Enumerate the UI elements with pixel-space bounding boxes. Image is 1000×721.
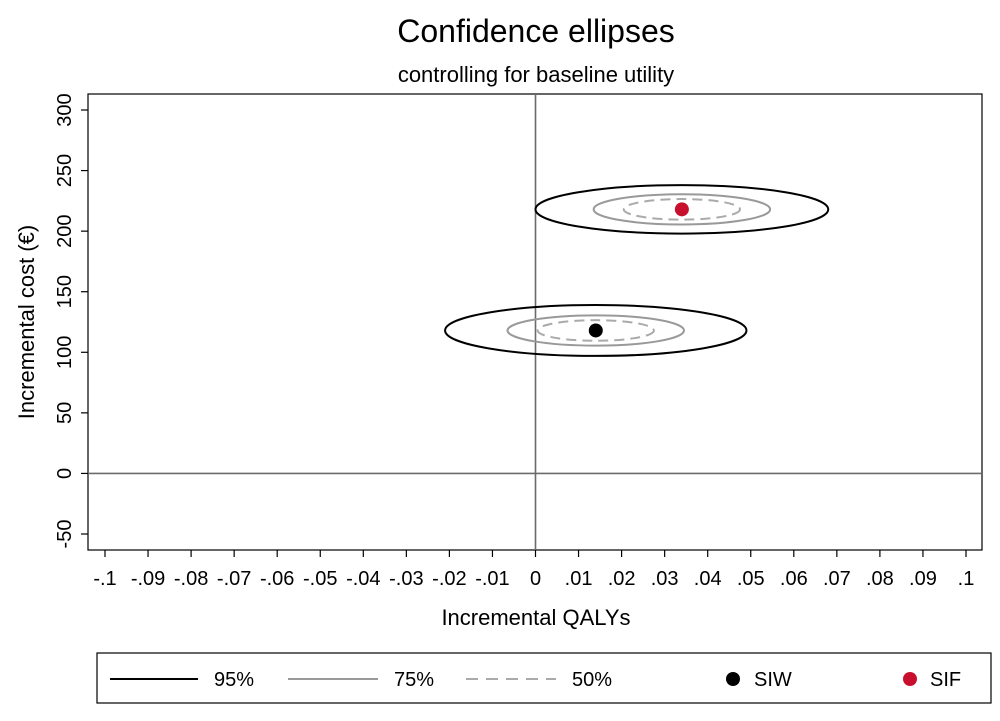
legend-label: 75% — [394, 669, 434, 691]
ellipse-sif-50 — [622, 198, 741, 221]
x-tick-label: .05 — [737, 568, 765, 590]
legend-marker-siw — [726, 672, 740, 686]
x-tick-label: .06 — [780, 568, 808, 590]
x-axis: -.1 -.09 -.08 -.07 -.06 -.05 -.04 -.03 -.02 -.01 0… — [93, 550, 974, 590]
x-tick-label: -.1 — [93, 568, 116, 590]
point-estimates — [588, 202, 689, 338]
x-tick-label: -.06 — [260, 568, 294, 590]
chart-subtitle: controlling for baseline utility — [398, 62, 674, 87]
y-tick-label: 100 — [54, 336, 76, 369]
ellipse-siw-75 — [506, 314, 686, 347]
point-sif — [674, 202, 689, 217]
x-tick-label: .09 — [909, 568, 937, 590]
ellipse-siw-95 — [444, 304, 748, 357]
y-tick-label: 200 — [54, 214, 76, 247]
legend-label: 50% — [572, 669, 612, 691]
x-tick-label: -.01 — [475, 568, 509, 590]
x-tick-label: -.03 — [389, 568, 423, 590]
x-tick-label: .08 — [866, 568, 894, 590]
x-tick-label: .04 — [694, 568, 722, 590]
x-tick-label: .01 — [565, 568, 593, 590]
x-tick-label: -.07 — [217, 568, 251, 590]
y-tick-label: 50 — [54, 402, 76, 424]
x-axis-label: Incremental QALYs — [441, 605, 630, 630]
y-tick-label: 250 — [54, 154, 76, 187]
legend-label: SIF — [930, 669, 961, 691]
confidence-ellipses — [444, 184, 830, 357]
x-tick-label: -.04 — [346, 568, 380, 590]
chart-title: Confidence ellipses — [397, 13, 675, 49]
y-tick-label: 300 — [54, 93, 76, 126]
y-axis-label: Incremental cost (€) — [14, 225, 39, 419]
x-tick-label: 0 — [530, 568, 541, 590]
ellipse-siw-50 — [536, 319, 655, 342]
ellipse-sif-95 — [534, 184, 830, 235]
y-tick-label: 0 — [54, 468, 76, 479]
x-tick-label: .03 — [651, 568, 679, 590]
point-siw — [588, 323, 603, 338]
x-tick-label: .02 — [608, 568, 636, 590]
legend: 95% 75% 50% SIW SIF — [110, 669, 961, 691]
x-tick-label: -.09 — [131, 568, 165, 590]
y-axis: -50 0 50 100 150 200 250 300 — [54, 93, 88, 548]
reference-lines — [88, 94, 982, 550]
ellipse-sif-75 — [592, 193, 772, 226]
legend-label: 95% — [214, 669, 254, 691]
x-tick-label: -.02 — [432, 568, 466, 590]
x-tick-label: .07 — [823, 568, 851, 590]
y-tick-label: 150 — [54, 275, 76, 308]
x-tick-label: .1 — [958, 568, 975, 590]
legend-box — [96, 652, 992, 704]
y-tick-label: -50 — [54, 520, 76, 549]
x-tick-label: -.08 — [174, 568, 208, 590]
legend-marker-sif — [903, 672, 917, 686]
x-tick-label: -.05 — [303, 568, 337, 590]
legend-label: SIW — [754, 669, 792, 691]
